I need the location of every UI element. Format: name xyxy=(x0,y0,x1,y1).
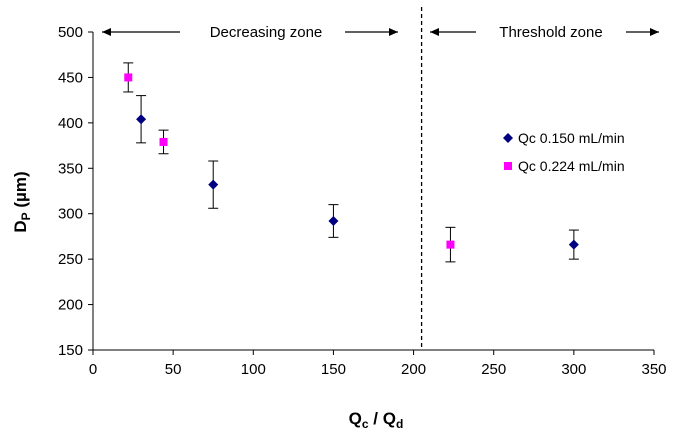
x-tick-label: 300 xyxy=(561,361,586,378)
threshold-zone-right-arrow-head xyxy=(650,28,659,36)
y-tick-label: 500 xyxy=(58,24,83,41)
y-tick-label: 200 xyxy=(58,297,83,314)
y-axis-title: DP (µm) xyxy=(11,171,33,232)
x-tick-label: 50 xyxy=(165,361,182,378)
x-tick-label: 250 xyxy=(481,361,506,378)
x-tick-label: 200 xyxy=(401,361,426,378)
y-tick-label: 400 xyxy=(58,115,83,132)
data-point-diamond xyxy=(208,179,219,190)
data-point-diamond xyxy=(568,239,579,250)
data-point-square xyxy=(159,137,168,146)
legend-label: Qc 0.224 mL/min xyxy=(518,158,625,174)
x-tick-label: 0 xyxy=(89,361,97,378)
y-tick-label: 350 xyxy=(58,160,83,177)
y-tick-label: 450 xyxy=(58,69,83,86)
decreasing-zone-left-arrow-head xyxy=(102,28,111,36)
legend: Qc 0.150 mL/min Qc 0.224 mL/min xyxy=(503,130,625,174)
data-point-square xyxy=(124,73,133,82)
zone-annotations: Decreasing zone Threshold zone xyxy=(102,7,659,350)
legend-marker-square xyxy=(504,162,512,170)
data-point-square xyxy=(446,240,455,249)
y-tick-label: 300 xyxy=(58,206,83,223)
decreasing-zone-right-arrow-head xyxy=(389,28,398,36)
y-tick-label: 250 xyxy=(58,251,83,268)
legend-label: Qc 0.150 mL/min xyxy=(518,130,625,146)
x-tick-label: 150 xyxy=(321,361,346,378)
threshold-zone-left-arrow-head xyxy=(430,28,439,36)
x-axis-title: Qc / Qd xyxy=(349,409,404,431)
threshold-zone-label: Threshold zone xyxy=(499,24,602,41)
data-point-diamond xyxy=(328,215,339,226)
y-tick-label: 150 xyxy=(58,342,83,359)
axes: 150 200 250 300 350 400 450 500 0 50 100 150 200 250 3… xyxy=(58,24,667,378)
data-markers xyxy=(124,73,579,250)
x-tick-label: 350 xyxy=(641,361,666,378)
decreasing-zone-label: Decreasing zone xyxy=(210,24,323,41)
x-tick-label: 100 xyxy=(241,361,266,378)
data-point-diamond xyxy=(136,114,147,125)
legend-marker-diamond xyxy=(503,133,513,143)
